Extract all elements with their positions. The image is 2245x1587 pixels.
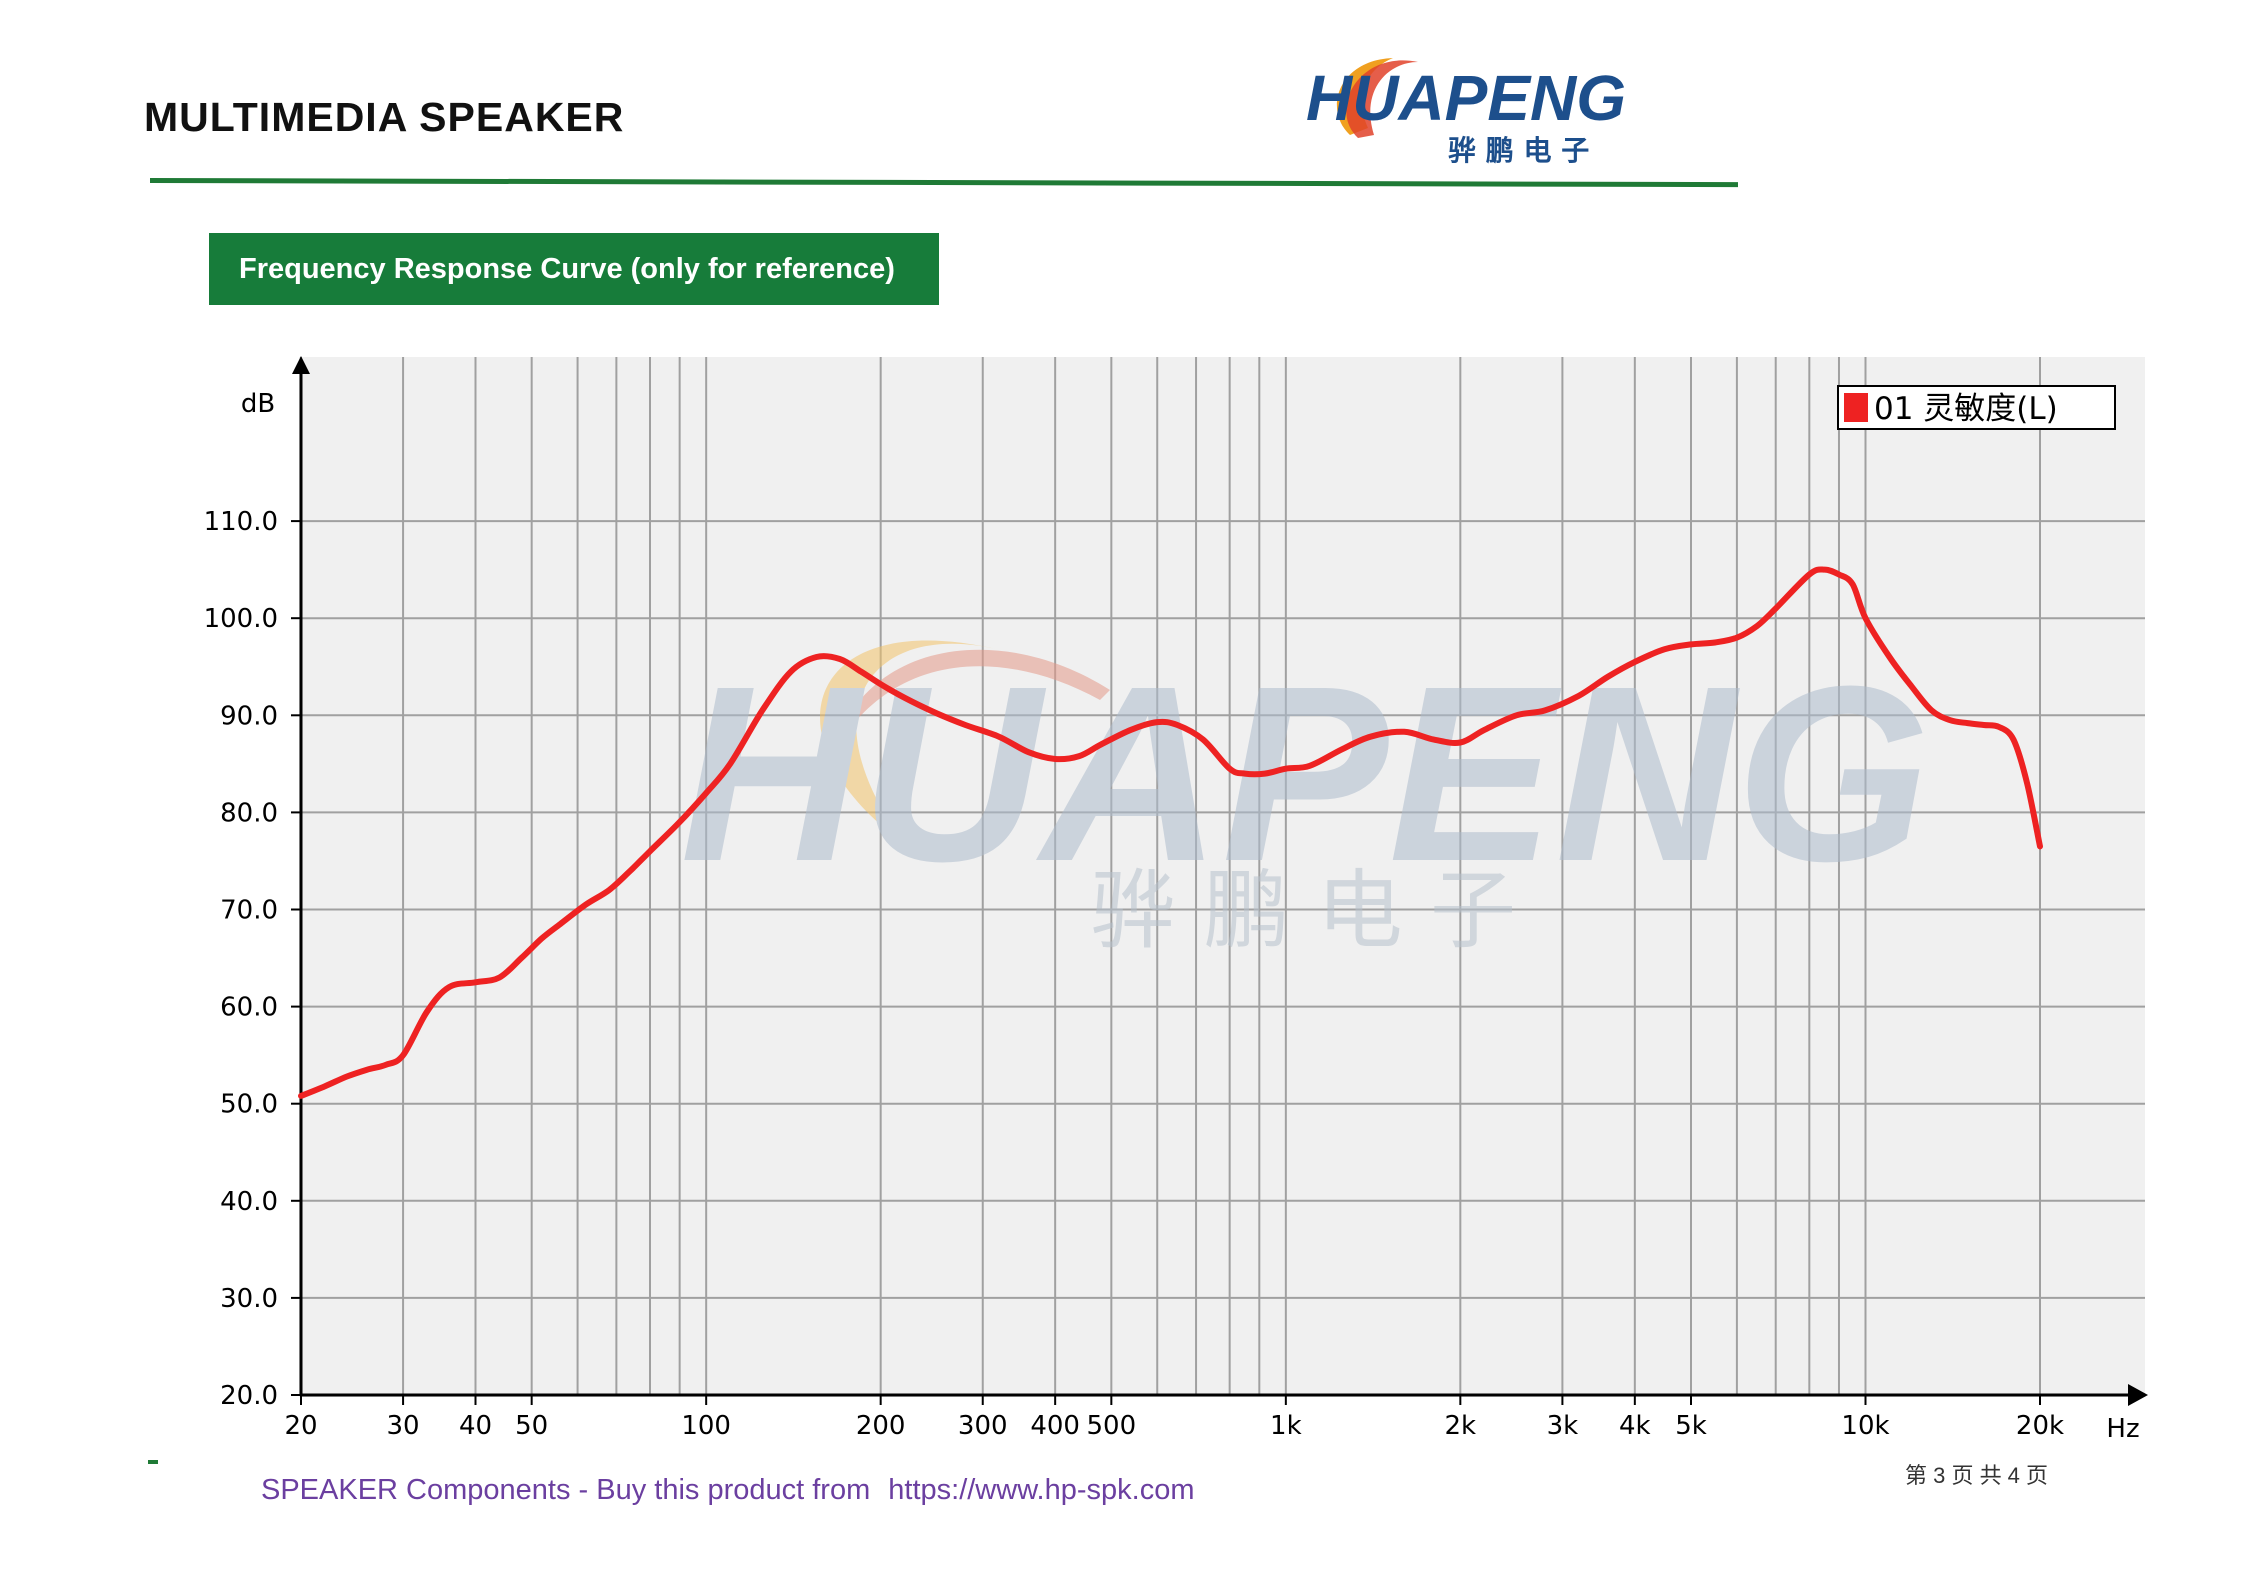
y-tick-label: 80.0 — [220, 798, 278, 828]
x-tick-label: 1k — [1270, 1411, 1302, 1441]
x-tick-label: 20k — [2016, 1411, 2064, 1441]
x-axis-label: Hz — [2106, 1414, 2139, 1444]
grid-x — [300, 357, 2041, 1395]
x-tick-labels: 20 30 40 50 100 200 300 400 500 1k 2k 3k 4k 5k 10k 20k — [284, 1395, 2064, 1441]
y-tick-label: 20.0 — [220, 1381, 278, 1411]
y-tick-labels: 20.0 30.0 40.0 50.0 60.0 70.0 80.0 90.0 100.0 110… — [204, 507, 301, 1411]
series-line — [298, 566, 2043, 1099]
x-tick-label: 100 — [681, 1411, 731, 1441]
footer-dash — [148, 1460, 158, 1464]
x-tick-label: 20 — [284, 1411, 317, 1441]
logo-swoosh-red-icon — [1346, 60, 1418, 138]
x-tick-label: 10k — [1841, 1411, 1889, 1441]
page-title: MULTIMEDIA SPEAKER — [144, 94, 625, 140]
section-banner: Frequency Response Curve (only for refer… — [209, 233, 939, 305]
x-tick-label: 200 — [856, 1411, 906, 1441]
logo-wordmark: HUAPENG — [1306, 62, 1626, 134]
brand-logo: HUAPENG 骅 鹏 电 子 — [1306, 58, 1626, 167]
page-number: 第 3 页 共 4 页 — [1905, 1463, 2049, 1488]
y-tick-label: 110.0 — [204, 507, 278, 537]
axes — [292, 356, 2148, 1406]
x-axis-arrow-icon — [2128, 1384, 2148, 1406]
x-tick-label: 400 — [1030, 1411, 1080, 1441]
watermark-swoosh-red-icon — [830, 649, 1110, 760]
y-tick-label: 40.0 — [220, 1187, 278, 1217]
x-tick-label: 40 — [459, 1411, 492, 1441]
footer-source-text: SPEAKER Components - Buy this product fr… — [261, 1474, 871, 1506]
watermark-subtext: 骅 鹏 电 子 — [1090, 861, 1516, 961]
legend: 01 灵敏度(L) — [1837, 385, 2116, 430]
y-tick-label: 50.0 — [220, 1090, 278, 1120]
watermark-wordmark: HUAPENG — [680, 634, 1930, 913]
watermark: HUAPENG 骅 鹏 电 子 — [680, 634, 1930, 961]
x-tick-label: 2k — [1445, 1411, 1477, 1441]
x-tick-label: 300 — [958, 1411, 1008, 1441]
legend-box — [1837, 385, 2116, 430]
x-tick-label: 50 — [515, 1411, 548, 1441]
legend-label: 01 灵敏度(L) — [1874, 391, 2058, 427]
x-tick-label: 30 — [387, 1411, 420, 1441]
x-tick-label: 5k — [1675, 1411, 1707, 1441]
x-tick-label: 500 — [1087, 1411, 1137, 1441]
x-tick-label: 4k — [1619, 1411, 1651, 1441]
x-tick-label: 3k — [1547, 1411, 1579, 1441]
legend-swatch — [1844, 393, 1868, 422]
footer-url-link[interactable]: https://www.hp-spk.com — [888, 1474, 1195, 1506]
logo-subtext: 骅 鹏 电 子 — [1448, 134, 1589, 167]
y-axis-label: dB — [241, 389, 275, 419]
y-tick-label: 60.0 — [220, 993, 278, 1023]
y-tick-label: 70.0 — [220, 896, 278, 926]
watermark-swoosh-icon — [820, 640, 1000, 860]
y-tick-label: 100.0 — [204, 604, 278, 634]
footer-text: SPEAKER Components - Buy this product fr… — [261, 1474, 1194, 1507]
y-tick-label: 90.0 — [220, 701, 278, 731]
y-axis-arrow-icon — [292, 356, 310, 374]
y-tick-label: 30.0 — [220, 1284, 278, 1314]
plot-background — [299, 357, 2145, 1397]
